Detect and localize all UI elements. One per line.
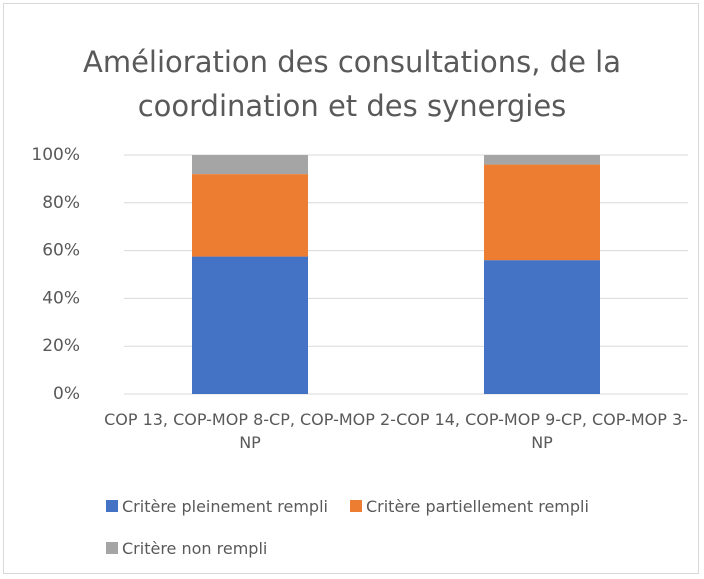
- legend-swatch: [106, 542, 118, 554]
- y-tick-label: 0%: [53, 384, 80, 404]
- legend: Critère pleinement rempli Critère partiel…: [106, 494, 696, 560]
- legend-label: Critère pleinement rempli: [122, 496, 328, 516]
- legend-item: Critère pleinement rempli: [106, 494, 328, 518]
- legend-label: Critère partiellement rempli: [365, 496, 589, 516]
- y-tick-label: 100%: [31, 145, 80, 165]
- y-tick-label: 80%: [42, 193, 80, 213]
- bar-segment: [192, 256, 308, 394]
- bar-segment: [484, 164, 600, 261]
- bar-segment: [192, 155, 308, 175]
- legend-item: Critère partiellement rempli: [349, 494, 589, 518]
- chart-title: Amélioration des consultations, de la co…: [83, 45, 621, 123]
- legend-label: Critère non rempli: [122, 538, 268, 558]
- bar-segment: [484, 260, 600, 394]
- y-tick-label: 20%: [42, 336, 80, 356]
- x-tick-label: COP 14, COP-MOP 9-CP, COP-MOP 3-NP: [396, 410, 688, 452]
- legend-swatch: [106, 500, 118, 512]
- legend-item: Critère non rempli: [106, 536, 267, 560]
- legend-swatch: [349, 500, 362, 512]
- x-tick-label: COP 13, COP-MOP 8-CP, COP-MOP 2-NP: [104, 410, 396, 452]
- y-tick-label: 40%: [42, 288, 80, 308]
- chart-frame: [3, 3, 699, 574]
- bar-segment: [484, 155, 600, 165]
- y-tick-label: 60%: [42, 241, 80, 261]
- bar-segment: [192, 174, 308, 257]
